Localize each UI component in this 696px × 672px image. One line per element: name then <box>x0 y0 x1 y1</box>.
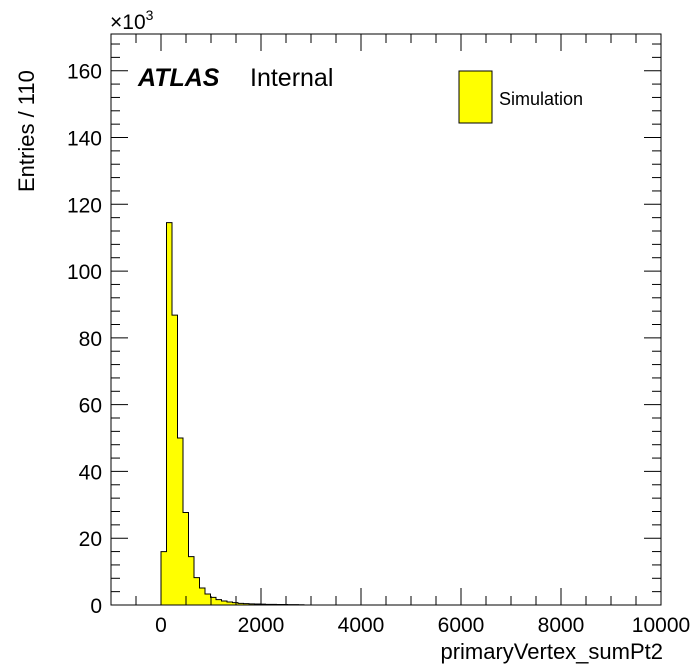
histogram-bar <box>254 603 260 605</box>
histogram-bar <box>210 597 216 605</box>
y-tick-label: 60 <box>79 395 102 418</box>
histogram-bar <box>183 512 189 605</box>
legend: Simulation <box>458 70 583 124</box>
y-exponent-label: ×103 <box>110 7 154 34</box>
histogram-bar <box>227 601 233 605</box>
axis-ticks <box>110 34 662 606</box>
histogram-bars <box>160 222 305 606</box>
x-tick-label: 6000 <box>438 614 485 637</box>
y-tick-label: 120 <box>67 194 102 217</box>
y-exponent-power: 3 <box>146 7 154 23</box>
histogram-bar <box>161 551 167 605</box>
histogram-bar <box>221 600 227 605</box>
histogram-bar <box>243 603 249 605</box>
histogram-bar <box>177 438 183 605</box>
internal-label: Internal <box>250 64 333 92</box>
histogram-bar <box>249 603 255 605</box>
histogram-bar <box>166 222 172 605</box>
y-tick-label: 160 <box>67 61 102 84</box>
histogram-bar <box>194 577 200 605</box>
x-axis-title: primaryVertex_sumPt2 <box>440 639 663 664</box>
histogram-bar <box>172 315 178 605</box>
legend-label-simulation: Simulation <box>499 89 583 109</box>
x-tick-label: 10000 <box>632 614 690 637</box>
atlas-label: ATLAS <box>137 64 220 92</box>
y-tick-label: 100 <box>67 261 102 284</box>
y-tick-label: 140 <box>67 128 102 151</box>
y-tick-label: 0 <box>90 595 102 618</box>
plot-frame <box>110 33 662 606</box>
y-axis-title: Entries / 110 <box>14 70 39 192</box>
y-tick-label: 80 <box>79 328 102 351</box>
histogram-bar <box>205 593 211 605</box>
histogram-bar <box>232 602 238 605</box>
x-tick-label: 2000 <box>238 614 285 637</box>
y-tick-labels: 0 20 40 60 80 100 120 140 160 <box>67 61 102 618</box>
y-tick-label: 40 <box>79 461 102 484</box>
legend-swatch-simulation <box>458 70 493 124</box>
histogram-bar <box>238 603 244 605</box>
x-tick-label: 0 <box>155 614 167 637</box>
x-tick-label: 4000 <box>338 614 385 637</box>
y-tick-label: 20 <box>79 528 102 551</box>
histogram-bar <box>199 587 205 605</box>
x-tick-labels: 0 2000 4000 6000 8000 10000 <box>155 614 690 637</box>
histogram-bar <box>188 556 194 605</box>
histogram-outline <box>160 222 305 606</box>
histogram-bar <box>216 599 222 605</box>
x-tick-label: 8000 <box>538 614 585 637</box>
